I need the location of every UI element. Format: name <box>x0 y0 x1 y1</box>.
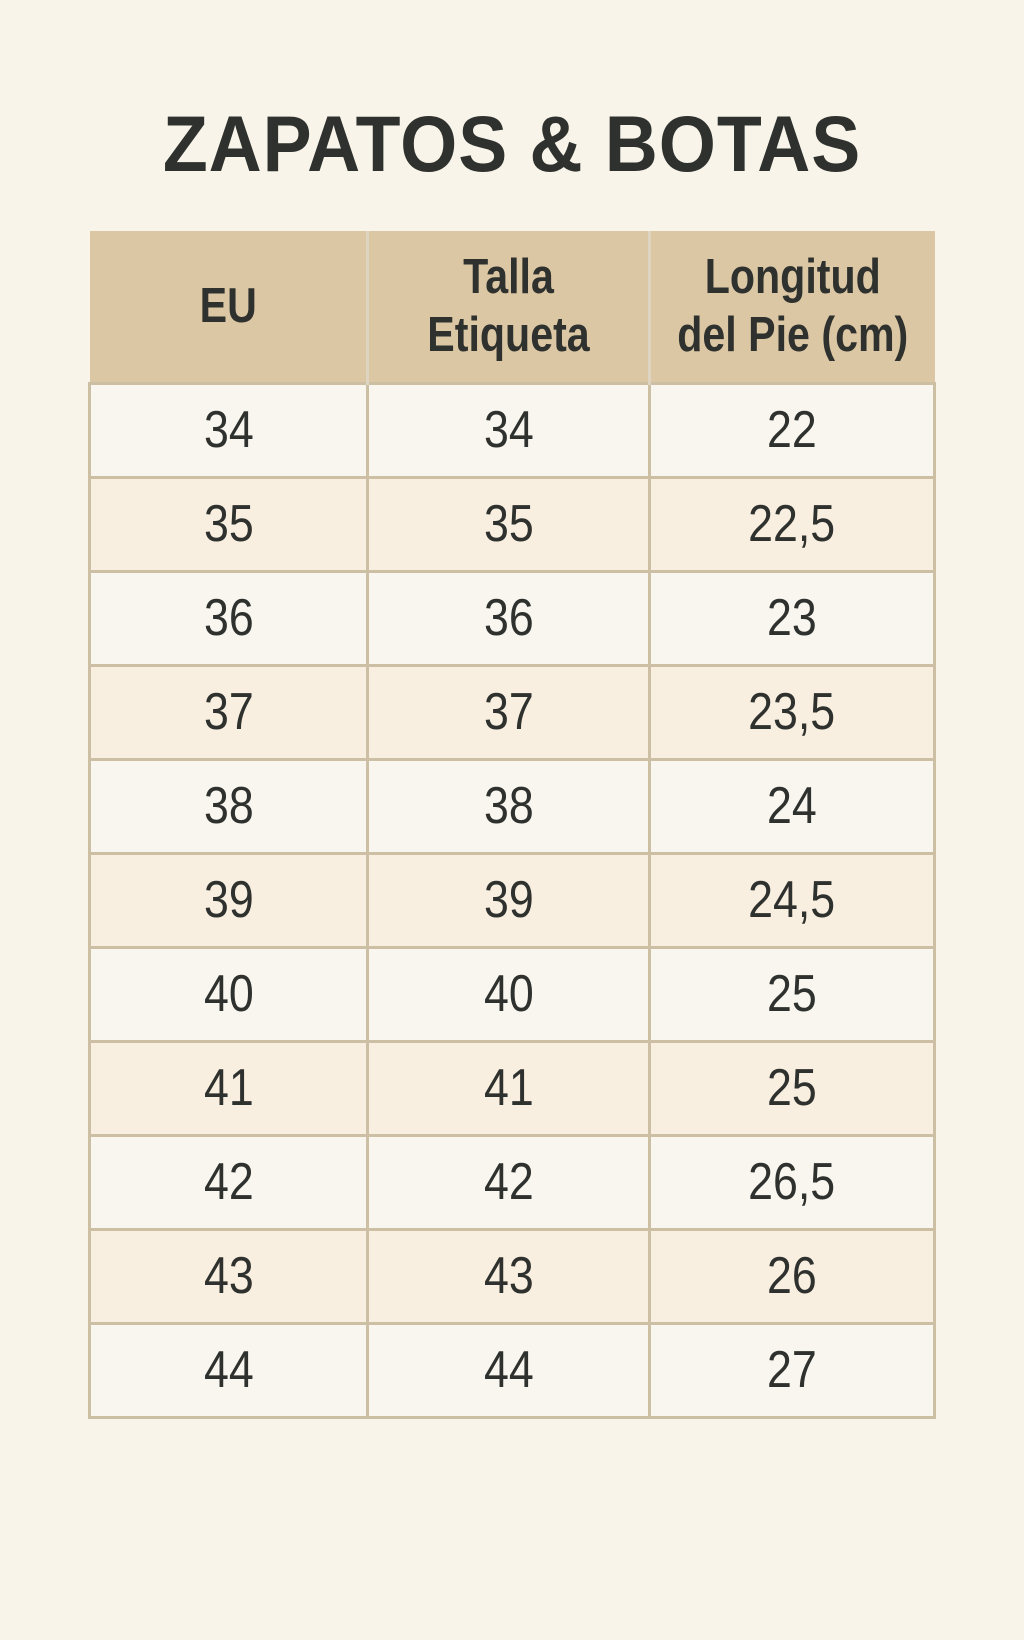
header-label: EU <box>199 279 257 334</box>
table-cell-longitud: 23,5 <box>648 663 936 761</box>
table-cell-eu: 40 <box>88 945 369 1043</box>
table-row: 34 34 22 <box>88 381 936 479</box>
table-row: 35 35 22,5 <box>88 475 936 573</box>
table-cell-longitud: 25 <box>648 945 936 1043</box>
table-cell-eu: 37 <box>88 663 369 761</box>
table-row: 44 44 27 <box>88 1321 936 1419</box>
header-cell-longitud-pie: Longitud del Pie (cm) <box>648 231 935 383</box>
table-cell-talla: 42 <box>366 1133 651 1231</box>
table-cell-eu: 38 <box>88 757 369 855</box>
table-cell-longitud: 26 <box>648 1227 936 1325</box>
table-cell-eu: 43 <box>88 1227 369 1325</box>
table-cell-longitud: 27 <box>648 1321 936 1419</box>
table-cell-talla: 38 <box>366 757 651 855</box>
table-row: 43 43 26 <box>88 1227 936 1325</box>
page-title: ZAPATOS & BOTAS <box>162 99 862 188</box>
header-cell-talla-etiqueta: Talla Etiqueta <box>366 231 650 383</box>
page: ZAPATOS & BOTAS EU Talla Etiqueta Longit… <box>0 104 1024 1419</box>
table-cell-talla: 35 <box>366 475 651 573</box>
table-row: 38 38 24 <box>88 757 936 855</box>
header-label-line: del Pie (cm) <box>677 308 909 363</box>
table-cell-talla: 41 <box>366 1039 651 1137</box>
table-cell-eu: 41 <box>88 1039 369 1137</box>
table-cell-eu: 36 <box>88 569 369 667</box>
header-row: EU Talla Etiqueta Longitud del Pie (cm) <box>89 231 935 383</box>
size-chart-table: EU Talla Etiqueta Longitud del Pie (cm) … <box>88 231 936 1419</box>
table-cell-talla: 36 <box>366 569 651 667</box>
table-body: 34 34 22 35 35 22,5 36 36 23 37 37 23,5 … <box>88 381 936 1419</box>
table-cell-longitud: 22,5 <box>648 475 936 573</box>
table-cell-longitud: 23 <box>648 569 936 667</box>
table-cell-longitud: 24 <box>648 757 936 855</box>
table-row: 37 37 23,5 <box>88 663 936 761</box>
table-header: EU Talla Etiqueta Longitud del Pie (cm) <box>89 231 935 383</box>
table-cell-longitud: 26,5 <box>648 1133 936 1231</box>
header-label-line: Etiqueta <box>427 308 590 363</box>
table-cell-longitud: 22 <box>648 381 936 479</box>
table-cell-eu: 35 <box>88 475 369 573</box>
header-label-line: Longitud <box>704 250 881 305</box>
table-row: 41 41 25 <box>88 1039 936 1137</box>
table-row: 42 42 26,5 <box>88 1133 936 1231</box>
table-row: 36 36 23 <box>88 569 936 667</box>
header-cell-eu: EU <box>89 231 368 383</box>
table-cell-talla: 39 <box>366 851 651 949</box>
table-cell-eu: 39 <box>88 851 369 949</box>
table-cell-talla: 37 <box>366 663 651 761</box>
table-cell-eu: 34 <box>88 381 369 479</box>
table-cell-longitud: 25 <box>648 1039 936 1137</box>
table-cell-talla: 40 <box>366 945 651 1043</box>
table-cell-eu: 44 <box>88 1321 369 1419</box>
table-row: 40 40 25 <box>88 945 936 1043</box>
table-cell-longitud: 24,5 <box>648 851 936 949</box>
table-cell-eu: 42 <box>88 1133 369 1231</box>
header-label-line: Talla <box>463 250 554 305</box>
table-cell-talla: 43 <box>366 1227 651 1325</box>
table-cell-talla: 34 <box>366 381 651 479</box>
table-cell-talla: 44 <box>366 1321 651 1419</box>
table-row: 39 39 24,5 <box>88 851 936 949</box>
